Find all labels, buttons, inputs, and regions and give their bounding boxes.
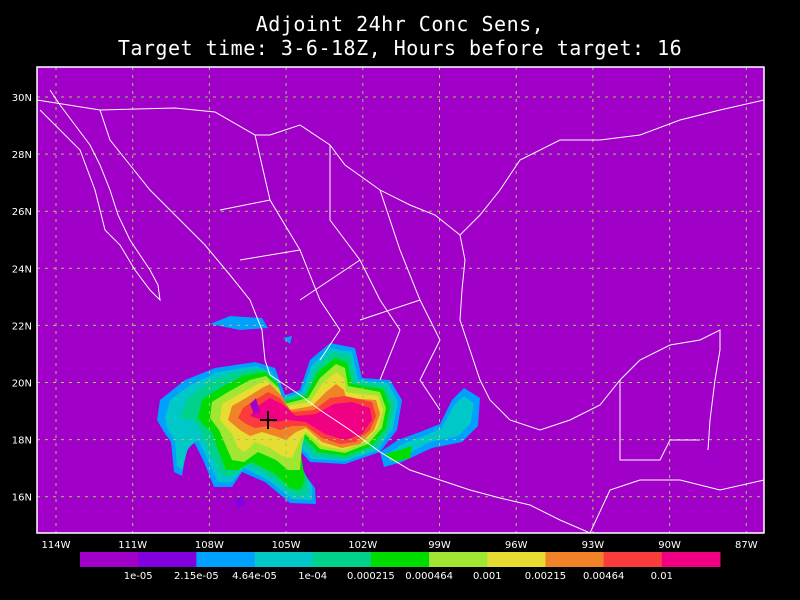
lon-tick-label: 87W [735, 540, 758, 551]
colorbar-label: 2.15e-05 [174, 571, 219, 582]
lon-tick-label: 96W [505, 540, 528, 551]
colorbar-swatch [661, 552, 721, 567]
colorbar-swatch [80, 552, 139, 567]
colorbar-swatch [603, 552, 663, 567]
colorbar-label: 4.64e-05 [232, 571, 277, 582]
colorbar-label: 1e-04 [298, 571, 327, 582]
lon-tick-label: 90W [658, 540, 681, 551]
contour-level-magenta [250, 398, 372, 440]
colorbar-swatch [487, 552, 546, 567]
contour-level-green-east [384, 446, 412, 462]
lon-tick-label: 102W [348, 540, 377, 551]
lat-tick-label: 20N [12, 379, 32, 390]
lat-tick-label: 22N [12, 321, 32, 332]
plot-frame [36, 66, 765, 534]
colorbar-swatch [138, 552, 197, 567]
colorbar-label: 1e-05 [124, 571, 153, 582]
colorbar-swatch [254, 552, 314, 567]
lat-tick-label: 18N [12, 436, 32, 447]
central-america [589, 479, 764, 533]
country-state-boundaries [37, 89, 764, 533]
lat-tick-label: 26N [12, 207, 32, 218]
state-borders [219, 134, 700, 461]
target-cross-marker [260, 411, 277, 429]
colorbar-label: 0.000215 [347, 571, 395, 582]
us-mexico-border [37, 99, 461, 236]
lat-tick-label: 24N [12, 264, 32, 275]
colorbar: 1e-05 2.15e-05 4.64e-05 1e-04 0.000215 0.0004… [80, 552, 721, 582]
contour-level-purple-spot [234, 496, 246, 508]
colorbar-swatch [312, 552, 372, 567]
colorbar-swatch [545, 552, 605, 567]
contour-level-cyan-east [388, 396, 474, 462]
colorbar-label: 0.000464 [405, 571, 453, 582]
lat-tick-label: 16N [12, 493, 32, 504]
lat-tick-label: 30N [12, 93, 32, 104]
us-gulf-coast [459, 99, 764, 236]
colorbar-label: 0.001 [473, 571, 502, 582]
plot-title-line2: Target time: 3-6-18Z, Hours before targe… [117, 36, 683, 60]
map-plot-area [37, 67, 764, 533]
lat-lon-grid [37, 67, 764, 533]
contour-level-blue-north [210, 316, 268, 330]
colorbar-label: 0.00464 [583, 571, 624, 582]
contour-hole [250, 398, 260, 414]
lon-tick-label: 93W [582, 540, 605, 551]
lon-tick-label: 99W [428, 540, 451, 551]
gulf-coast [459, 234, 721, 451]
sensitivity-field [157, 316, 480, 508]
colorbar-swatch [429, 552, 488, 567]
baja-california-outline [39, 89, 161, 302]
contour-level-blue-small [283, 336, 292, 344]
colorbar-label: 0.01 [651, 571, 673, 582]
pacific-coast [99, 109, 591, 533]
lat-tick-label: 28N [12, 150, 32, 161]
lon-tick-label: 108W [195, 540, 224, 551]
lon-tick-label: 105W [272, 540, 301, 551]
lon-tick-label: 114W [42, 540, 71, 551]
colorbar-label: 0.00215 [525, 571, 566, 582]
lon-tick-label: 111W [118, 540, 147, 551]
colorbar-swatch [370, 552, 430, 567]
plot-title-line1: Adjoint 24hr Conc Sens, [255, 12, 545, 36]
colorbar-swatch [196, 552, 256, 567]
